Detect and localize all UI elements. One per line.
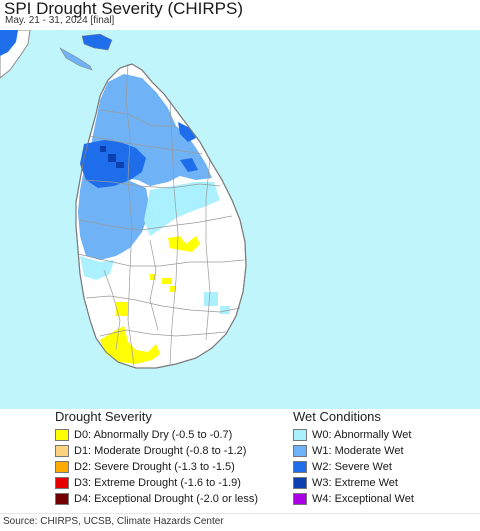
legend-label-w2: W2: Severe Wet [312,461,392,473]
severe-wet-region-east [178,122,196,142]
mannar-island [81,33,113,51]
sri-lanka-coastline [75,63,247,369]
adams-bridge-islands [59,47,93,71]
legend-label-w1: W1: Moderate Wet [312,445,404,457]
legend-swatch-d1 [55,445,69,457]
legend-label-w3: W3: Extreme Wet [312,477,398,489]
legend-item-w0: W0: Abnormally Wet [293,427,414,443]
abnormally-wet-region [144,182,220,236]
legend-item-w3: W3: Extreme Wet [293,475,414,491]
extreme-wet-cell [116,162,124,168]
legend-label-d0: D0: Abnormally Dry (-0.5 to -0.7) [74,429,233,441]
legend-item-w2: W2: Severe Wet [293,459,414,475]
legend-swatch-w2 [293,461,307,473]
legend-swatch-d2 [55,461,69,473]
map-canvas[interactable] [0,30,480,409]
extreme-wet-cell [100,146,106,152]
drought-legend-heading: Drought Severity [55,409,152,424]
legend-label-d3: D3: Extreme Drought (-1.6 to -1.9) [74,477,241,489]
source-footer: Source: CHIRPS, UCSB, Climate Hazards Ce… [0,513,480,531]
abnormally-dry-patch [150,274,156,280]
india-wet-region [0,30,18,56]
legend-swatch-d0 [55,429,69,441]
extreme-wet-cell [108,154,116,162]
legend-swatch-w0 [293,429,307,441]
legend-swatch-d3 [55,477,69,489]
legend-label-d2: D2: Severe Drought (-1.3 to -1.5) [74,461,235,473]
map-title: SPI Drought Severity (CHIRPS) [4,0,244,18]
legend-item-w4: W4: Exceptional Wet [293,491,414,507]
abnormally-dry-patch-central [168,236,200,252]
legend-item-d3: D3: Extreme Drought (-1.6 to -1.9) [55,475,258,491]
sri-lanka-map [0,30,247,369]
legend-label-w4: W4: Exceptional Wet [312,493,414,505]
legend-item-d2: D2: Severe Drought (-1.3 to -1.5) [55,459,258,475]
legend-swatch-w1 [293,445,307,457]
moderate-wet-region-west [78,170,150,260]
legend: Drought Severity D0: Abnormally Dry (-0.… [0,409,480,513]
legend-swatch-d4 [55,493,69,505]
legend-swatch-w3 [293,477,307,489]
abnormally-wet-patch [220,306,230,314]
abnormally-dry-patch [170,286,176,292]
legend-label-d4: D4: Exceptional Drought (-2.0 or less) [74,493,259,505]
abnormally-wet-patch [204,292,218,306]
source-text: Source: CHIRPS, UCSB, Climate Hazards Ce… [3,516,224,527]
district-boundaries [77,63,245,367]
legend-item-d4: D4: Exceptional Drought (-2.0 or less) [55,491,258,507]
drought-legend: Drought Severity D0: Abnormally Dry (-0.… [55,409,258,507]
legend-label-w0: W0: Abnormally Wet [312,429,412,441]
legend-item-d0: D0: Abnormally Dry (-0.5 to -0.7) [55,427,258,443]
severe-wet-region-trinco [180,158,198,172]
legend-item-w1: W1: Moderate Wet [293,443,414,459]
legend-label-d1: D1: Moderate Drought (-0.8 to -1.2) [74,445,247,457]
abnormally-dry-region-south [100,326,160,364]
abnormally-dry-patch [162,278,172,284]
wet-legend: Wet Conditions W0: Abnormally Wet W1: Mo… [293,409,414,507]
legend-item-d1: D1: Moderate Drought (-0.8 to -1.2) [55,443,258,459]
legend-swatch-w4 [293,493,307,505]
map-header: SPI Drought Severity (CHIRPS) May. 21 - … [0,0,480,30]
abnormally-dry-patch [116,302,128,316]
wet-legend-heading: Wet Conditions [293,409,381,424]
map-date-range: May. 21 - 31, 2024 [final] [5,15,115,26]
